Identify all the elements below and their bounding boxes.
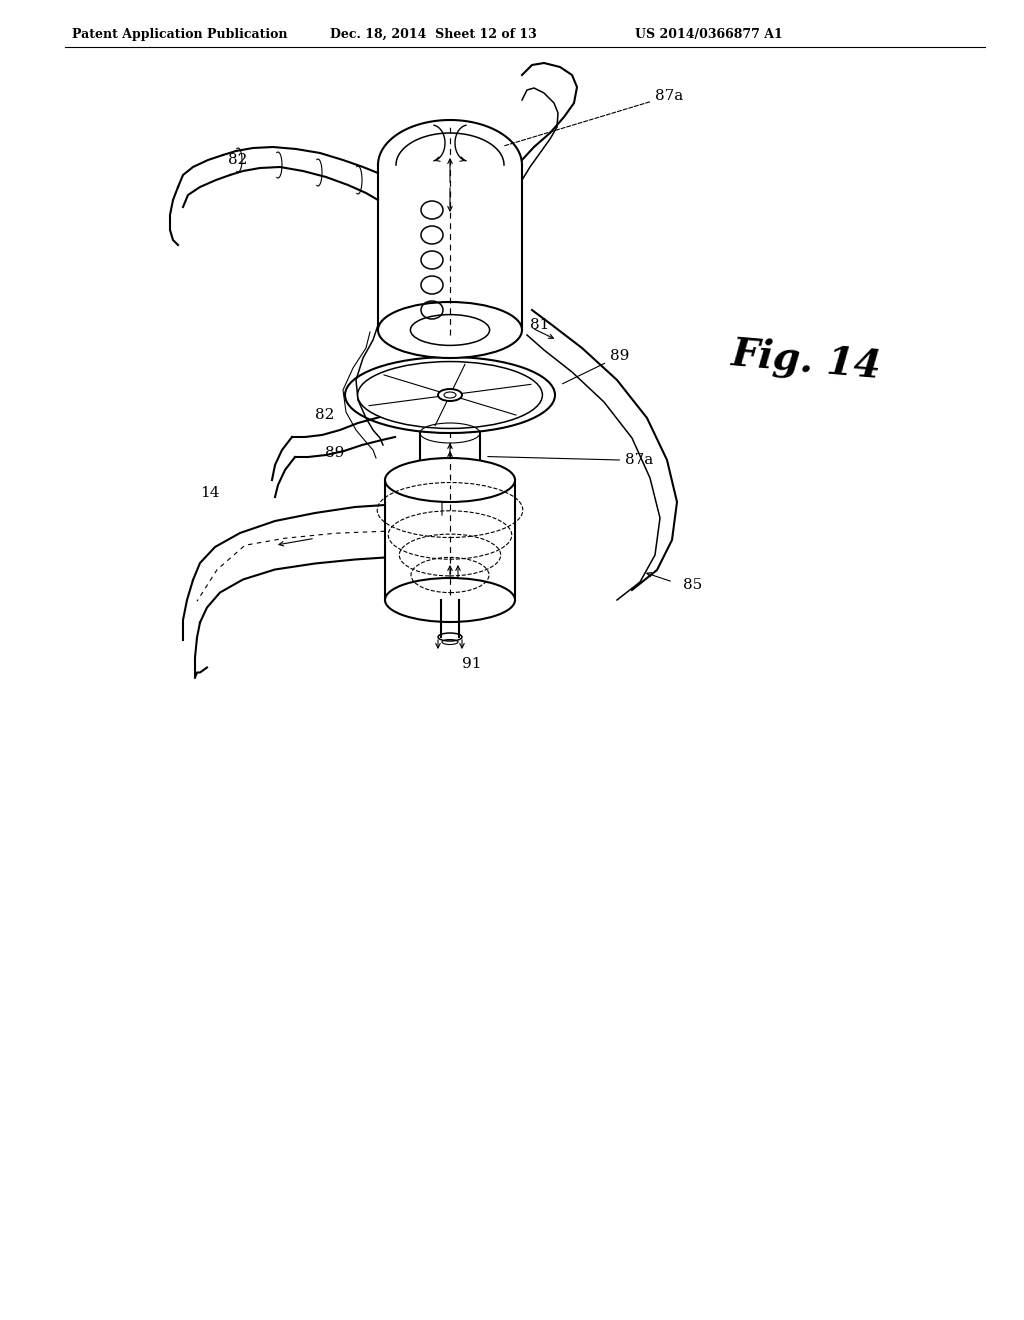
Polygon shape	[378, 165, 522, 330]
Text: 81: 81	[530, 318, 549, 333]
Ellipse shape	[345, 356, 555, 433]
Polygon shape	[385, 480, 515, 601]
Text: Patent Application Publication: Patent Application Publication	[72, 28, 288, 41]
Ellipse shape	[378, 302, 522, 358]
Text: Fig. 14: Fig. 14	[730, 334, 884, 385]
Text: 85: 85	[683, 578, 702, 591]
Text: 89: 89	[562, 348, 630, 384]
Ellipse shape	[385, 578, 515, 622]
Ellipse shape	[385, 458, 515, 502]
Text: 87a: 87a	[487, 454, 653, 467]
Text: 82: 82	[228, 153, 248, 168]
Text: 91: 91	[462, 657, 481, 671]
Text: 87a: 87a	[503, 88, 683, 147]
Polygon shape	[378, 120, 522, 165]
Text: Dec. 18, 2014  Sheet 12 of 13: Dec. 18, 2014 Sheet 12 of 13	[330, 28, 537, 41]
Ellipse shape	[357, 362, 543, 429]
Ellipse shape	[438, 389, 462, 401]
Text: 89: 89	[325, 446, 344, 459]
Text: 14: 14	[200, 486, 219, 500]
Text: 82: 82	[315, 408, 335, 422]
Text: US 2014/0366877 A1: US 2014/0366877 A1	[635, 28, 782, 41]
Text: 16: 16	[400, 598, 420, 612]
